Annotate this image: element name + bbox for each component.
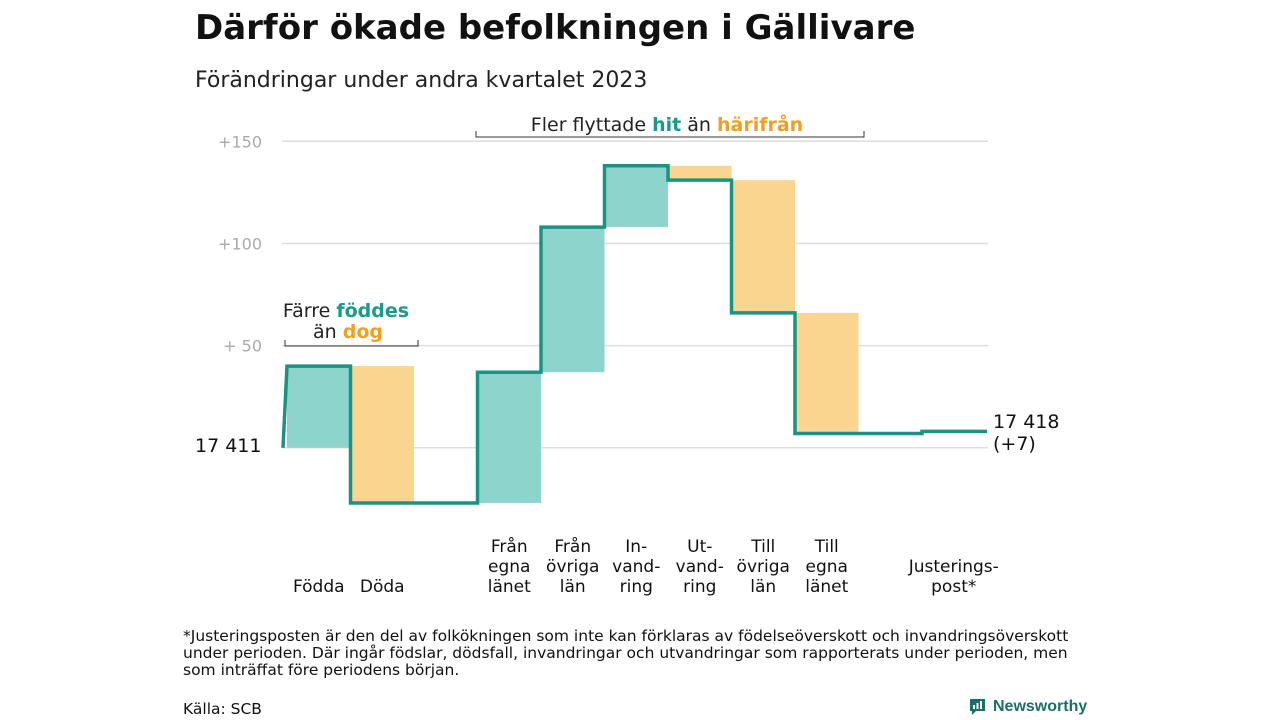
category-label: Till	[750, 537, 775, 557]
waterfall-bar	[287, 366, 351, 448]
waterfall-bar	[795, 312, 859, 434]
annotation-than-died-part: än	[313, 321, 343, 343]
cumulative-step-line	[281, 164, 987, 505]
annotation-more-moved-in-part: än	[681, 114, 717, 136]
annotation-fewer-born-part: Färre	[283, 300, 336, 322]
category-label: Ut-	[687, 537, 712, 557]
waterfall-bar	[477, 372, 541, 503]
footnote: *Justeringsposten är den del av folkökni…	[183, 627, 1069, 679]
category-label: egna	[806, 557, 848, 577]
start-value-label: 17 411	[195, 435, 261, 457]
waterfall-bar	[731, 180, 795, 313]
waterfall-bar	[668, 165, 732, 181]
annotation-than-died: än dog	[313, 321, 383, 343]
annotation-more-moved-in: Fler flyttade hit än härifrån	[531, 112, 803, 136]
newsworthy-brand: Newsworthy	[968, 697, 1087, 716]
annotation-fewer-born: Färre föddes	[283, 300, 409, 322]
category-label: övriga	[737, 557, 790, 577]
category-label: Till	[814, 537, 839, 557]
chart-subtitle: Förändringar under andra kvartalet 2023	[195, 68, 648, 93]
category-label: Från	[491, 536, 528, 557]
category-label: post*	[931, 577, 976, 597]
waterfall-bar	[541, 227, 605, 373]
category-label: länet	[805, 577, 848, 597]
y-tick-label: + 50	[223, 337, 262, 356]
category-label: In-	[625, 537, 647, 557]
category-label: län	[560, 577, 586, 597]
category-label: Döda	[360, 577, 405, 597]
annotation-than-died-part: dog	[343, 321, 383, 343]
chart-title: Därför ökade befolkningen i Gällivare	[195, 8, 916, 48]
y-tick-label: +100	[218, 234, 262, 253]
annotation-fewer-born-part: föddes	[336, 300, 409, 322]
newsworthy-logo-icon	[970, 699, 985, 715]
waterfall-bar	[350, 366, 414, 503]
annotation-more-moved-in-part: härifrån	[717, 112, 803, 136]
category-label: övriga	[546, 557, 599, 577]
end-change-label: (+7)	[993, 433, 1036, 455]
y-tick-label: +150	[218, 132, 262, 151]
category-label: Justerings-	[908, 557, 999, 577]
annotation-more-moved-in-part: Fler flyttade	[531, 114, 652, 136]
category-label: vand-	[612, 557, 660, 577]
category-label: egna	[488, 557, 530, 577]
category-label: län	[750, 577, 776, 597]
category-label: vand-	[676, 557, 724, 577]
category-label: Födda	[293, 577, 345, 597]
waterfall-bar	[604, 165, 668, 228]
category-label: ring	[683, 577, 716, 597]
annotation-bracket-births	[284, 340, 419, 347]
end-value-label: 17 418	[993, 411, 1059, 433]
brand-name: Newsworthy	[993, 697, 1088, 715]
source-label: Källa: SCB	[183, 700, 262, 718]
category-label: länet	[488, 577, 531, 597]
annotation-bracket-migration	[475, 131, 865, 138]
annotation-more-moved-in-part: hit	[652, 114, 681, 136]
category-label: ring	[620, 577, 653, 597]
category-label: Från	[554, 536, 591, 557]
